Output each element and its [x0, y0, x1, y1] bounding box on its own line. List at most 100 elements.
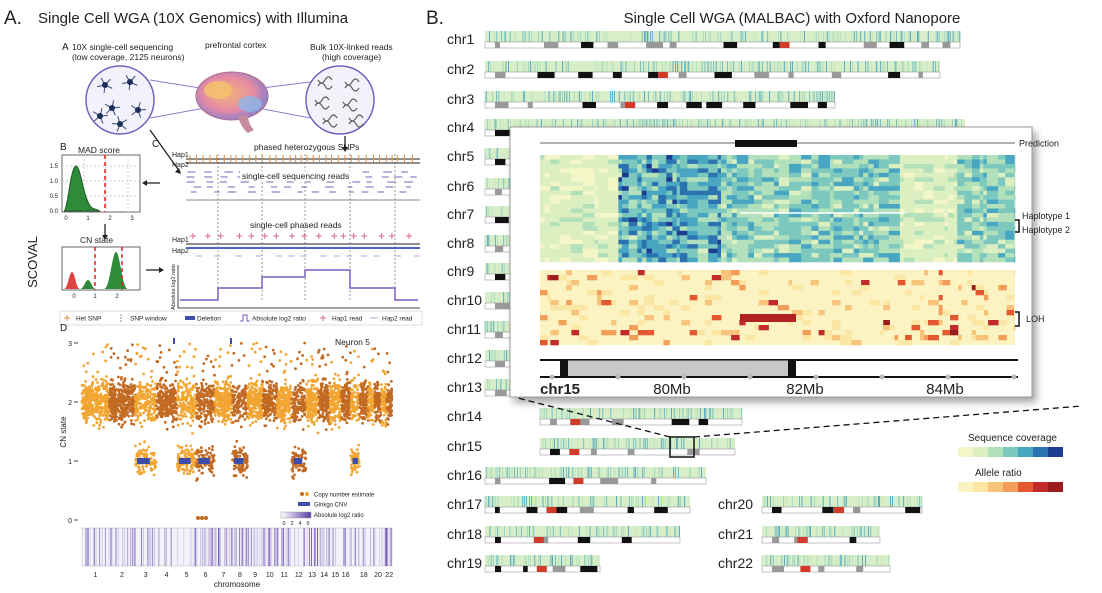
cn-estimate — [303, 341, 306, 345]
cn-estimate — [259, 398, 263, 402]
cn-estimate — [285, 400, 288, 403]
cn-estimate — [88, 385, 91, 389]
cn-estimate — [210, 420, 214, 423]
cn-estimate — [207, 384, 211, 388]
neuron — [135, 107, 141, 113]
cn-estimate — [364, 412, 368, 416]
cn-estimate — [383, 392, 386, 396]
cn-estimate — [336, 374, 340, 377]
cn-estimate — [211, 384, 215, 388]
cn-estimate — [231, 421, 235, 424]
cn-estimate — [141, 465, 145, 469]
cn-estimate — [224, 419, 228, 423]
hap-label: Hap1 — [172, 152, 189, 159]
cn-estimate — [187, 405, 191, 409]
cn-estimate — [200, 471, 204, 475]
cn-estimate — [110, 411, 114, 414]
cn-estimate — [105, 375, 108, 378]
cn-estimate — [278, 396, 281, 400]
cn-estimate — [200, 412, 203, 415]
cn-estimate — [232, 405, 236, 409]
ideogram-band — [607, 42, 619, 48]
cn-estimate — [217, 414, 221, 417]
cn-estimate — [300, 386, 304, 390]
cn-estimate — [119, 405, 123, 408]
cn-estimate — [341, 396, 345, 400]
cn-estimate — [159, 351, 163, 354]
cn-estimate — [250, 347, 254, 351]
cn-estimate — [240, 449, 244, 452]
cn-estimate — [173, 404, 177, 407]
cn-estimate — [184, 444, 188, 448]
cn-estimate — [288, 384, 292, 388]
cn-estimate — [178, 365, 182, 369]
cn-estimate — [301, 428, 305, 431]
cn-estimate — [296, 384, 300, 387]
cn-estimate — [144, 463, 148, 467]
cn-estimate — [228, 396, 232, 400]
cn-estimate — [89, 399, 93, 403]
cn-estimate — [164, 379, 168, 382]
cn-estimate — [176, 423, 180, 427]
cn-estimate — [284, 382, 287, 386]
cn-estimate — [84, 421, 88, 425]
cn-estimate — [143, 386, 147, 390]
cn-estimate — [380, 423, 384, 427]
ginkgo-cnv — [234, 458, 244, 464]
cn-estimate — [84, 391, 88, 395]
cn-estimate — [323, 399, 327, 403]
cn-estimate — [131, 402, 135, 405]
cn-estimate — [353, 413, 357, 417]
cn-estimate — [234, 449, 238, 453]
cn-estimate — [296, 405, 299, 409]
cn-estimate — [197, 408, 200, 411]
cn-estimate — [130, 377, 134, 381]
hap-label: Hap2 — [172, 162, 189, 169]
cn-estimate — [119, 394, 122, 397]
cn-estimate — [358, 398, 362, 402]
cn-estimate — [232, 464, 236, 468]
cn-estimate — [90, 393, 93, 397]
cn-estimate — [84, 386, 88, 390]
cn-estimate — [138, 405, 142, 409]
cn-estimate — [158, 396, 161, 400]
cn-estimate — [164, 398, 168, 401]
legend-symbol — [240, 314, 250, 322]
y-tick-label: 1 — [68, 459, 72, 466]
cn-estimate — [298, 390, 302, 394]
cn-estimate — [349, 411, 353, 415]
cn-estimate — [284, 362, 288, 366]
cn-estimate — [299, 405, 302, 409]
cn-estimate — [285, 408, 288, 412]
cn-estimate — [115, 419, 118, 422]
cn-estimate — [255, 402, 259, 406]
cn-estimate — [387, 405, 390, 409]
y-tick-label: 0.5 — [50, 194, 59, 200]
cn-estimate — [209, 360, 213, 363]
cn-estimate — [215, 398, 219, 402]
cn-estimate — [82, 388, 86, 392]
cn-estimate — [242, 412, 246, 416]
cn-estimate — [214, 358, 218, 362]
cn-estimate — [158, 406, 162, 409]
cn-estimate — [227, 375, 231, 379]
cn-estimate — [152, 473, 156, 477]
cn-estimate — [106, 343, 109, 347]
cn-estimate — [96, 399, 99, 402]
cn-estimate — [88, 409, 92, 413]
cn-estimate — [98, 414, 102, 418]
cn-estimate — [234, 455, 237, 459]
cn-estimate — [202, 410, 206, 413]
cn-estimate — [257, 392, 260, 395]
ideogram-band — [918, 72, 923, 78]
cn-estimate — [182, 407, 185, 410]
cn-estimate — [89, 391, 92, 394]
cn-estimate — [202, 454, 206, 457]
cn-estimate — [311, 414, 315, 417]
cn-estimate — [184, 452, 188, 455]
cn-estimate — [146, 392, 150, 396]
cn-estimate — [92, 352, 95, 356]
cn-estimate — [134, 362, 138, 366]
cn-estimate — [263, 355, 266, 359]
